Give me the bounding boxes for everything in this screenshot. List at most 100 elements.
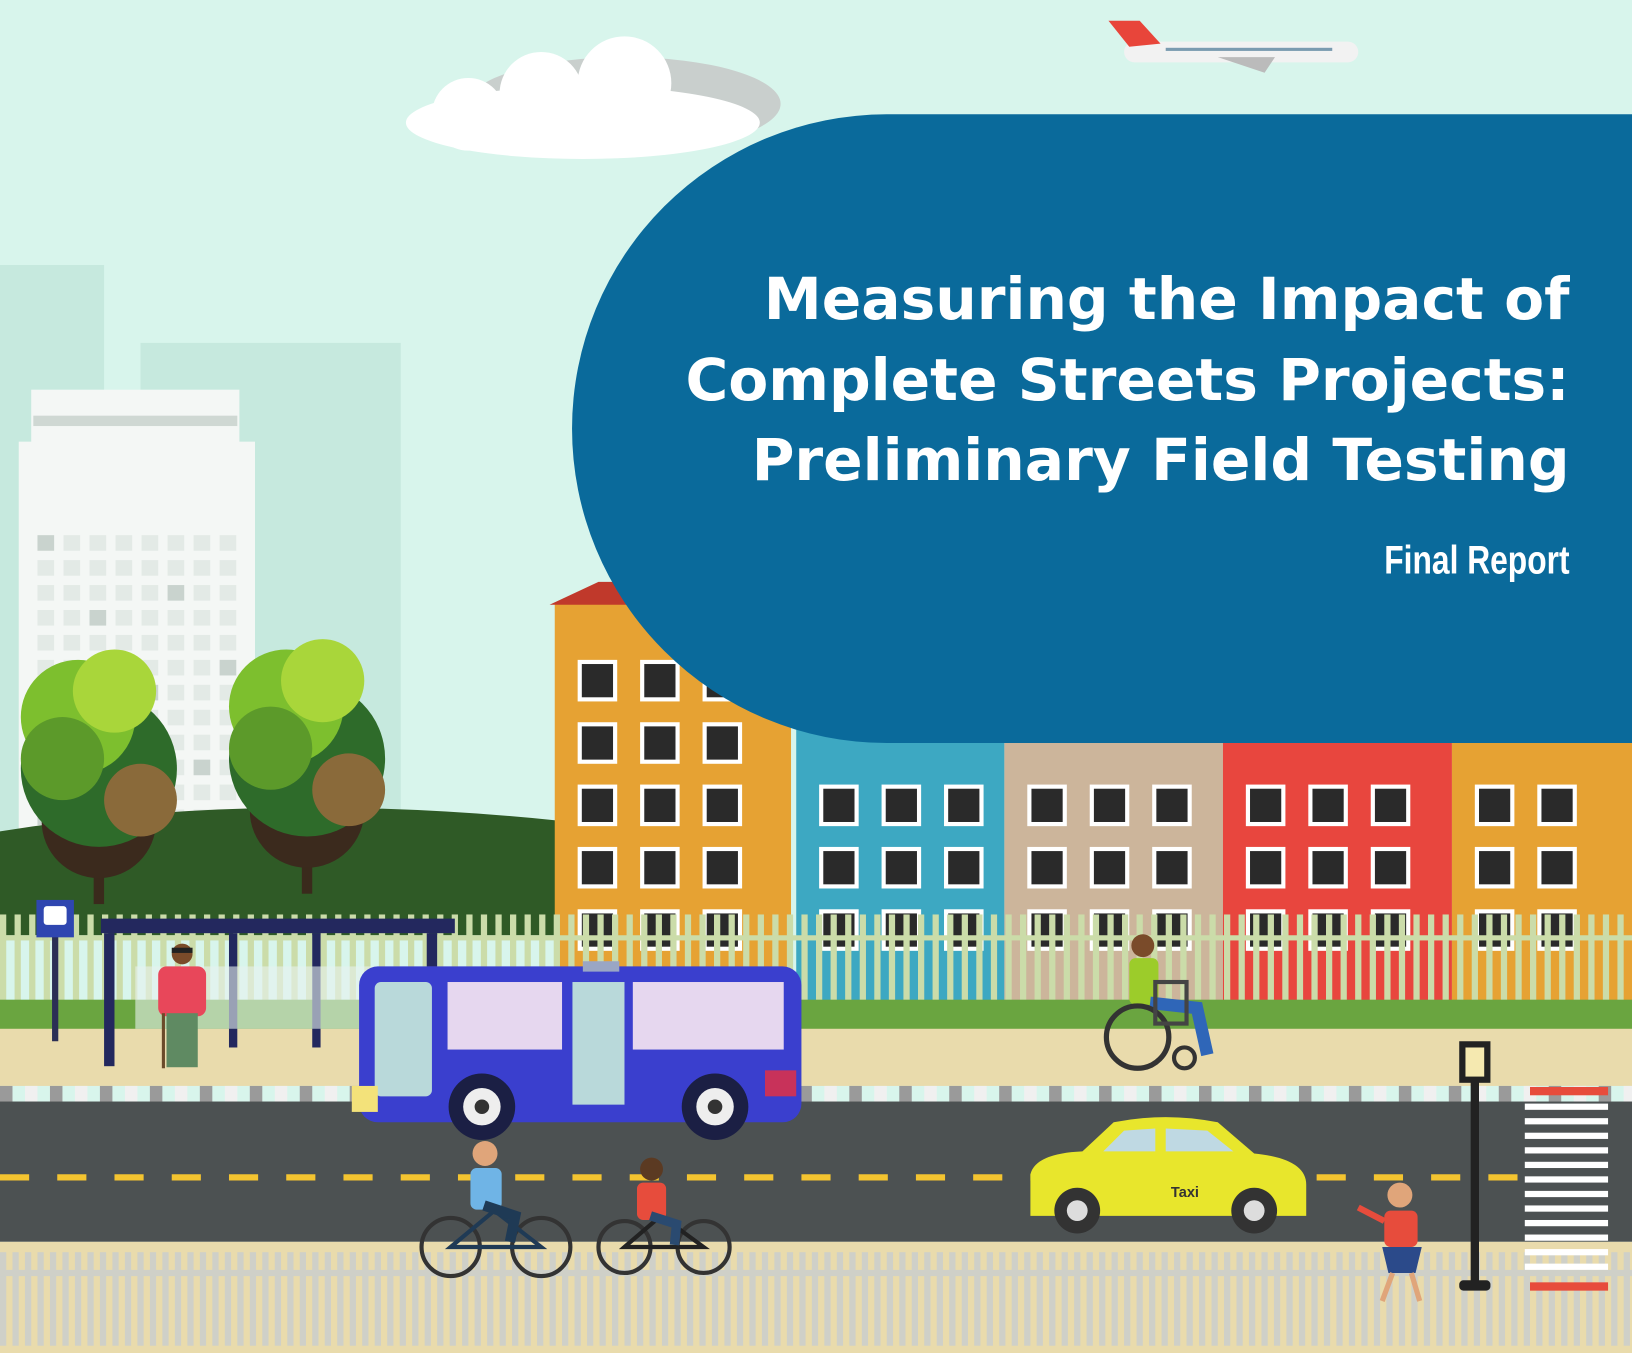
stripe (1525, 1162, 1608, 1168)
cloud-part (500, 52, 583, 135)
window (707, 851, 738, 884)
fence-bar (1020, 914, 1026, 1002)
fence-bar (1078, 914, 1084, 1002)
fence-bar (933, 914, 939, 1002)
curb-block (50, 1086, 62, 1102)
window (1479, 851, 1510, 884)
fence-bar (1037, 1252, 1043, 1346)
dash (916, 1174, 945, 1180)
fence-bar (187, 1252, 193, 1346)
fence-bar (899, 1252, 905, 1346)
fence-bar (1624, 1252, 1630, 1346)
fence-bar (1424, 1252, 1430, 1346)
fence-bar (50, 1252, 56, 1346)
dash (172, 1174, 201, 1180)
fence-bar (1336, 1252, 1342, 1346)
window (194, 585, 211, 601)
window (1094, 789, 1125, 822)
fence-bar (787, 1252, 793, 1346)
page: Report cover {"title": {"lines": ["Measu… (0, 0, 1632, 1353)
fence-bar (831, 914, 837, 1002)
curb-block (924, 1086, 936, 1102)
fence-bar (1611, 1252, 1617, 1346)
window (168, 685, 185, 701)
fence-bar (450, 1252, 456, 1346)
cloud-part (432, 78, 505, 151)
white-building-part (33, 416, 237, 426)
fence-bar (1236, 1252, 1242, 1346)
curb-block (1399, 1086, 1411, 1102)
fence-bar (225, 1252, 231, 1346)
stripe (1525, 1133, 1608, 1139)
window (63, 535, 80, 551)
dash (973, 1174, 1002, 1180)
subtitle: Final Report (1384, 539, 1569, 583)
sidewalk (0, 1029, 1632, 1086)
fence-bar (475, 1252, 481, 1346)
fence-bar (325, 1252, 331, 1346)
dash (1317, 1174, 1346, 1180)
fence-bar (300, 1252, 306, 1346)
window (582, 851, 613, 884)
stripe (1525, 1205, 1608, 1211)
curb-block (1099, 1086, 1111, 1102)
curb-block (1274, 1086, 1286, 1102)
fence-bar (699, 1252, 705, 1346)
fence-rail (0, 1270, 1632, 1276)
fence-bar (1311, 1252, 1317, 1346)
curb-block (300, 1086, 312, 1102)
fence-bar (1588, 914, 1594, 1002)
bus-part (765, 1070, 796, 1096)
fence-bar (918, 914, 924, 1002)
curb-block (1024, 1086, 1036, 1102)
fence-bar (1024, 1252, 1030, 1346)
fence-bar (250, 1252, 256, 1346)
window (90, 560, 107, 576)
window (1541, 789, 1572, 822)
window (220, 560, 237, 576)
window (194, 635, 211, 651)
fence-bar (1443, 914, 1449, 1002)
bus-part (448, 982, 562, 1050)
window (1541, 851, 1572, 884)
fence-bar (860, 914, 866, 1002)
window (220, 610, 237, 626)
fence-bar (1341, 914, 1347, 1002)
window (194, 660, 211, 676)
window (644, 851, 675, 884)
cyclist-part (473, 1141, 498, 1166)
fence-bar (924, 1252, 930, 1346)
fence-rail (0, 935, 1632, 940)
stripe (1525, 1118, 1608, 1124)
fence-bar (1064, 914, 1070, 1002)
bus-stop-part (104, 933, 114, 1066)
window (116, 585, 133, 601)
fence-bar (1137, 1252, 1143, 1346)
stripe (1525, 1235, 1608, 1241)
fence-bar (1212, 1252, 1218, 1346)
fence-bar (212, 1252, 218, 1346)
fence-bar (1486, 1252, 1492, 1346)
fence-bar (387, 1252, 393, 1346)
foliage (229, 707, 312, 790)
window (220, 635, 237, 651)
dash (515, 1174, 544, 1180)
fence-bar (987, 1252, 993, 1346)
window (1312, 851, 1343, 884)
dash (744, 1174, 773, 1180)
fence-bar (1399, 914, 1405, 1002)
fence-bar (662, 1252, 668, 1346)
bus-part (352, 1086, 378, 1112)
title: Measuring the Impact ofComplete Streets … (685, 265, 1570, 494)
fence-bar (312, 1252, 318, 1346)
fence-bar (412, 1252, 418, 1346)
fence-bar (362, 1252, 368, 1346)
curb-block (999, 1086, 1011, 1102)
fence-bar (75, 1252, 81, 1346)
window (644, 664, 675, 697)
fence-bar (1274, 1252, 1280, 1346)
fence-bar (1087, 1252, 1093, 1346)
fence-bar (462, 1252, 468, 1346)
street-lamp-part (1459, 1280, 1490, 1290)
window (63, 635, 80, 651)
